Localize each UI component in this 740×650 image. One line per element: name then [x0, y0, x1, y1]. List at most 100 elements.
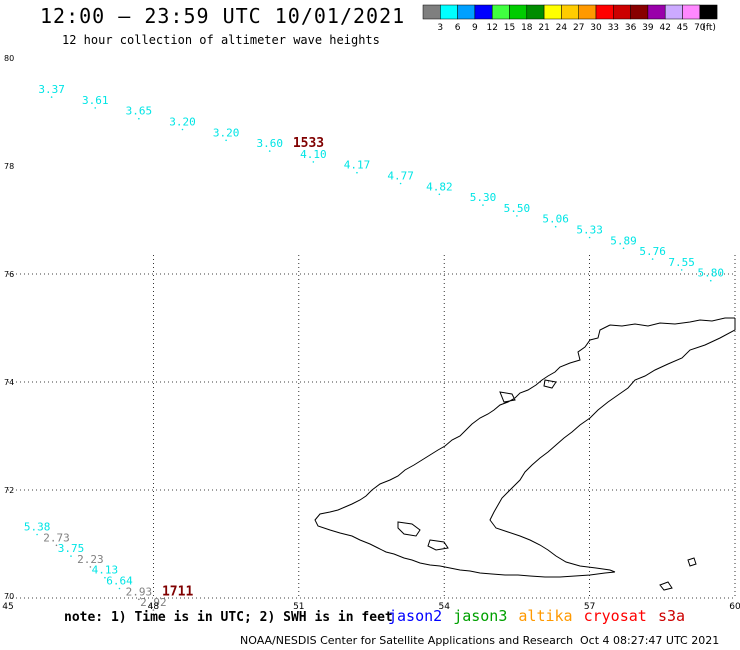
color-swatch-17	[699, 4, 718, 20]
track-point	[651, 258, 654, 260]
color-scale-tick-label: 6	[455, 23, 461, 33]
swh-label: 4.13	[92, 564, 119, 577]
mission-altika: altika	[518, 607, 573, 625]
swh-label: 4.77	[387, 170, 414, 183]
track-point	[181, 128, 184, 131]
footer-date: Oct 4 08:27:47 UTC 2021	[580, 634, 720, 647]
altimeter-tracks: 3.37 3.61 3.65 3.20 3.20 3.60 4.10 4.17 4.77 4.82…	[24, 83, 724, 611]
swh-label: 5.80	[698, 267, 725, 280]
latitude-tick-label: 78	[4, 162, 14, 171]
track-point	[225, 139, 227, 142]
color-scale-unit: (ft)	[702, 23, 716, 33]
swh-label: 5.33	[576, 224, 603, 237]
swh-label: 5.89	[610, 234, 637, 247]
color-scale-tick-label: 70	[694, 23, 706, 33]
swh-label: 4.82	[426, 180, 453, 193]
longitude-tick-label: 57	[584, 602, 595, 612]
latitude-tick-label: 74	[4, 378, 14, 387]
mission-s3a: s3a	[658, 607, 686, 625]
longitude-tick-label: 54	[438, 602, 450, 612]
longitude-tick-label: 60	[729, 602, 740, 612]
longitude-tick-label: 51	[293, 602, 304, 612]
swh-label: 7.55	[668, 256, 695, 269]
pass-time-label: 1533	[293, 136, 324, 151]
swh-label: 5.06	[542, 213, 569, 226]
latitude-tick-label: 80	[4, 54, 14, 63]
swh-label: 3.20	[169, 116, 196, 129]
track-point	[356, 171, 358, 174]
track-point	[312, 161, 315, 163]
swh-label: 5.50	[504, 202, 531, 215]
color-scale-tick-label: 15	[504, 23, 515, 33]
axis-tick-labels: 45 48 51 54 57 60 80 78 76 74 72 70	[2, 54, 740, 612]
track-point	[709, 279, 712, 282]
color-scale-tick-label: 18	[521, 23, 533, 33]
swh-label: 3.37	[38, 83, 65, 96]
track-point	[55, 544, 58, 547]
lat-lon-grid	[8, 255, 736, 599]
swh-label: 2.92	[140, 596, 167, 609]
latitude-tick-label: 70	[4, 592, 14, 601]
track-point	[89, 566, 92, 568]
track-point	[36, 533, 38, 536]
swh-label: 3.65	[126, 105, 153, 118]
color-scale-tick-label: 42	[659, 23, 670, 33]
latitude-tick-label: 72	[4, 486, 14, 495]
color-scale-tick-label: 36	[625, 23, 637, 33]
track-point	[138, 598, 140, 601]
track-point	[70, 555, 72, 557]
color-scale-tick-label: 21	[538, 23, 549, 33]
latitude-tick-label: 76	[4, 270, 14, 279]
legend-note: note: 1) Time is in UTC; 2) SWH is in fe…	[64, 610, 393, 625]
swh-label: 2.23	[77, 553, 104, 566]
swh-label: 3.75	[58, 542, 85, 555]
color-scale-tick-label: 3	[437, 23, 443, 33]
pass-time-label: 1711	[162, 584, 193, 599]
track-point	[50, 96, 53, 98]
swh-label: 3.60	[256, 137, 283, 150]
track-point	[588, 236, 591, 239]
track-point	[516, 215, 518, 217]
longitude-tick-label: 45	[2, 602, 13, 612]
swh-label: 5.38	[24, 521, 51, 534]
longitude-tick-label: 48	[148, 602, 160, 612]
color-scale-tick-label: 24	[556, 23, 568, 33]
track-point	[622, 247, 625, 250]
swh-label: 4.10	[300, 148, 327, 161]
coastline-novaya-zemlya	[314, 317, 736, 591]
mission-cryosat: cryosat	[583, 607, 647, 625]
swh-label: 3.61	[82, 94, 109, 107]
map-subtitle: 12 hour collection of altimeter wave hei…	[62, 33, 380, 47]
track-point	[268, 150, 271, 152]
swh-label: 2.93	[126, 585, 153, 598]
color-scale-legend: 3 6 9 12 15 18 21 24 27 30 33 36 39 42 45 70(ft)	[422, 4, 718, 33]
color-scale-tick-label: 9	[472, 23, 478, 33]
color-scale-tick-label: 33	[608, 23, 619, 33]
color-scale-tick-label: 45	[677, 23, 688, 33]
color-scale-tick-label: 12	[486, 23, 497, 33]
swh-label: 6.64	[106, 575, 133, 588]
swh-label: 3.20	[213, 126, 240, 139]
swh-label: 2.73	[43, 531, 70, 544]
color-scale-tick-label: 39	[642, 23, 654, 33]
color-scale-tick-label: 30	[590, 23, 602, 33]
coastline-path	[314, 317, 736, 591]
footer-credit: NOAA/NESDIS Center for Satellite Applica…	[240, 634, 574, 647]
track-point	[438, 193, 441, 196]
track-point	[138, 117, 140, 120]
track-point	[680, 269, 683, 271]
track-point	[554, 225, 557, 228]
track-point	[118, 587, 121, 590]
track-point	[482, 204, 484, 206]
mission-jason3: jason3	[453, 607, 508, 625]
swh-label: 4.17	[344, 159, 371, 172]
track-point	[399, 182, 402, 185]
track-point	[152, 609, 155, 611]
mission-jason2: jason2	[388, 607, 443, 625]
map-title: 12:00 – 23:59 UTC 10/01/2021	[40, 4, 406, 28]
track-point	[104, 576, 106, 579]
color-scale-tick-label: 27	[573, 23, 584, 33]
swh-label: 5.76	[639, 245, 666, 258]
swh-label: 5.30	[470, 191, 497, 204]
